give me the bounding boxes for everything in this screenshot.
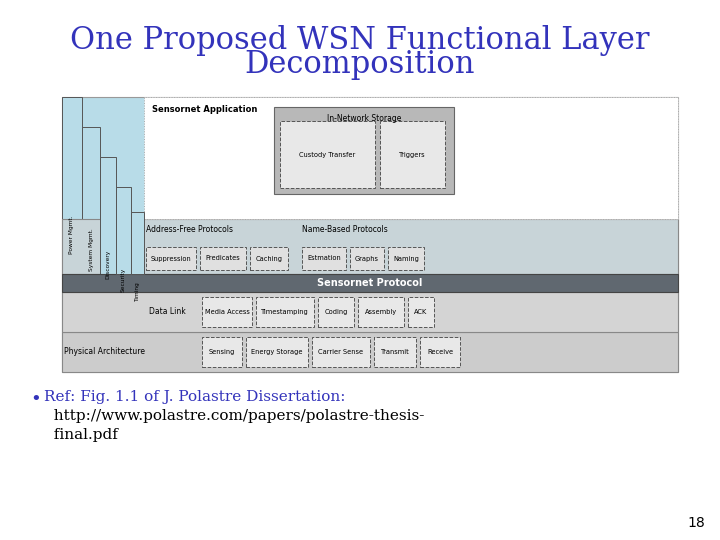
Text: Timing: Timing bbox=[135, 282, 140, 302]
Text: Data Link: Data Link bbox=[149, 307, 186, 316]
FancyBboxPatch shape bbox=[256, 297, 314, 327]
Text: Receive: Receive bbox=[427, 349, 453, 355]
Text: Sensornet Application: Sensornet Application bbox=[152, 105, 257, 114]
FancyBboxPatch shape bbox=[312, 337, 370, 367]
Bar bbox=[62, 219, 678, 274]
Text: System Mgmt.: System Mgmt. bbox=[89, 228, 94, 271]
FancyBboxPatch shape bbox=[246, 337, 308, 367]
Text: •: • bbox=[30, 390, 41, 408]
Text: Triggers: Triggers bbox=[399, 152, 426, 158]
FancyBboxPatch shape bbox=[408, 297, 434, 327]
FancyBboxPatch shape bbox=[358, 297, 404, 327]
Bar bbox=[62, 332, 678, 372]
Text: Energy Storage: Energy Storage bbox=[251, 349, 302, 355]
FancyBboxPatch shape bbox=[350, 247, 384, 270]
Text: Predicates: Predicates bbox=[206, 255, 240, 261]
Text: In-Network Storage: In-Network Storage bbox=[327, 114, 401, 123]
FancyBboxPatch shape bbox=[318, 297, 354, 327]
FancyBboxPatch shape bbox=[250, 247, 288, 270]
Text: Discovery: Discovery bbox=[106, 250, 110, 279]
Text: http://www.polastre.com/papers/polastre-thesis-: http://www.polastre.com/papers/polastre-… bbox=[44, 409, 424, 423]
Text: Name-Based Protocols: Name-Based Protocols bbox=[302, 225, 388, 234]
FancyBboxPatch shape bbox=[202, 297, 252, 327]
Text: Graphs: Graphs bbox=[355, 255, 379, 261]
Bar bbox=[62, 292, 678, 332]
Text: 18: 18 bbox=[688, 516, 705, 530]
Text: Coding: Coding bbox=[324, 309, 348, 315]
Text: Sensing: Sensing bbox=[209, 349, 235, 355]
Text: Security: Security bbox=[121, 267, 126, 292]
FancyBboxPatch shape bbox=[388, 247, 424, 270]
Bar bbox=[62, 97, 82, 274]
Bar bbox=[144, 97, 678, 219]
FancyBboxPatch shape bbox=[380, 121, 445, 188]
Text: Custody Transfer: Custody Transfer bbox=[300, 152, 356, 158]
Bar bbox=[274, 107, 454, 194]
FancyBboxPatch shape bbox=[420, 337, 460, 367]
FancyBboxPatch shape bbox=[280, 121, 375, 188]
FancyBboxPatch shape bbox=[200, 247, 246, 270]
Text: final.pdf: final.pdf bbox=[44, 428, 118, 442]
Text: ACK: ACK bbox=[415, 309, 428, 315]
Text: Transmit: Transmit bbox=[381, 349, 410, 355]
Bar bbox=[82, 127, 100, 274]
Text: Physical Architecture: Physical Architecture bbox=[64, 348, 145, 356]
Text: Caching: Caching bbox=[256, 255, 282, 261]
FancyBboxPatch shape bbox=[202, 337, 242, 367]
FancyBboxPatch shape bbox=[374, 337, 416, 367]
Text: Ref: Fig. 1.1 of J. Polastre Dissertation:: Ref: Fig. 1.1 of J. Polastre Dissertatio… bbox=[44, 390, 346, 404]
Bar bbox=[116, 187, 131, 274]
Text: Timestamping: Timestamping bbox=[261, 309, 309, 315]
Text: Assembly: Assembly bbox=[365, 309, 397, 315]
Bar bbox=[100, 157, 116, 274]
Bar bbox=[62, 97, 678, 372]
Text: Power Mgmt.: Power Mgmt. bbox=[70, 215, 74, 254]
Text: Address-Free Protocols: Address-Free Protocols bbox=[146, 225, 233, 234]
FancyBboxPatch shape bbox=[146, 247, 196, 270]
Text: One Proposed WSN Functional Layer: One Proposed WSN Functional Layer bbox=[71, 24, 649, 56]
Text: Decomposition: Decomposition bbox=[245, 50, 475, 80]
Text: Naming: Naming bbox=[393, 255, 419, 261]
Text: Estmation: Estmation bbox=[307, 255, 341, 261]
Bar bbox=[131, 212, 144, 274]
Text: Sensornet Protocol: Sensornet Protocol bbox=[318, 278, 423, 288]
Text: Media Access: Media Access bbox=[204, 309, 249, 315]
Text: Suppression: Suppression bbox=[150, 255, 192, 261]
Text: Carrier Sense: Carrier Sense bbox=[318, 349, 364, 355]
Bar bbox=[62, 274, 678, 292]
FancyBboxPatch shape bbox=[302, 247, 346, 270]
